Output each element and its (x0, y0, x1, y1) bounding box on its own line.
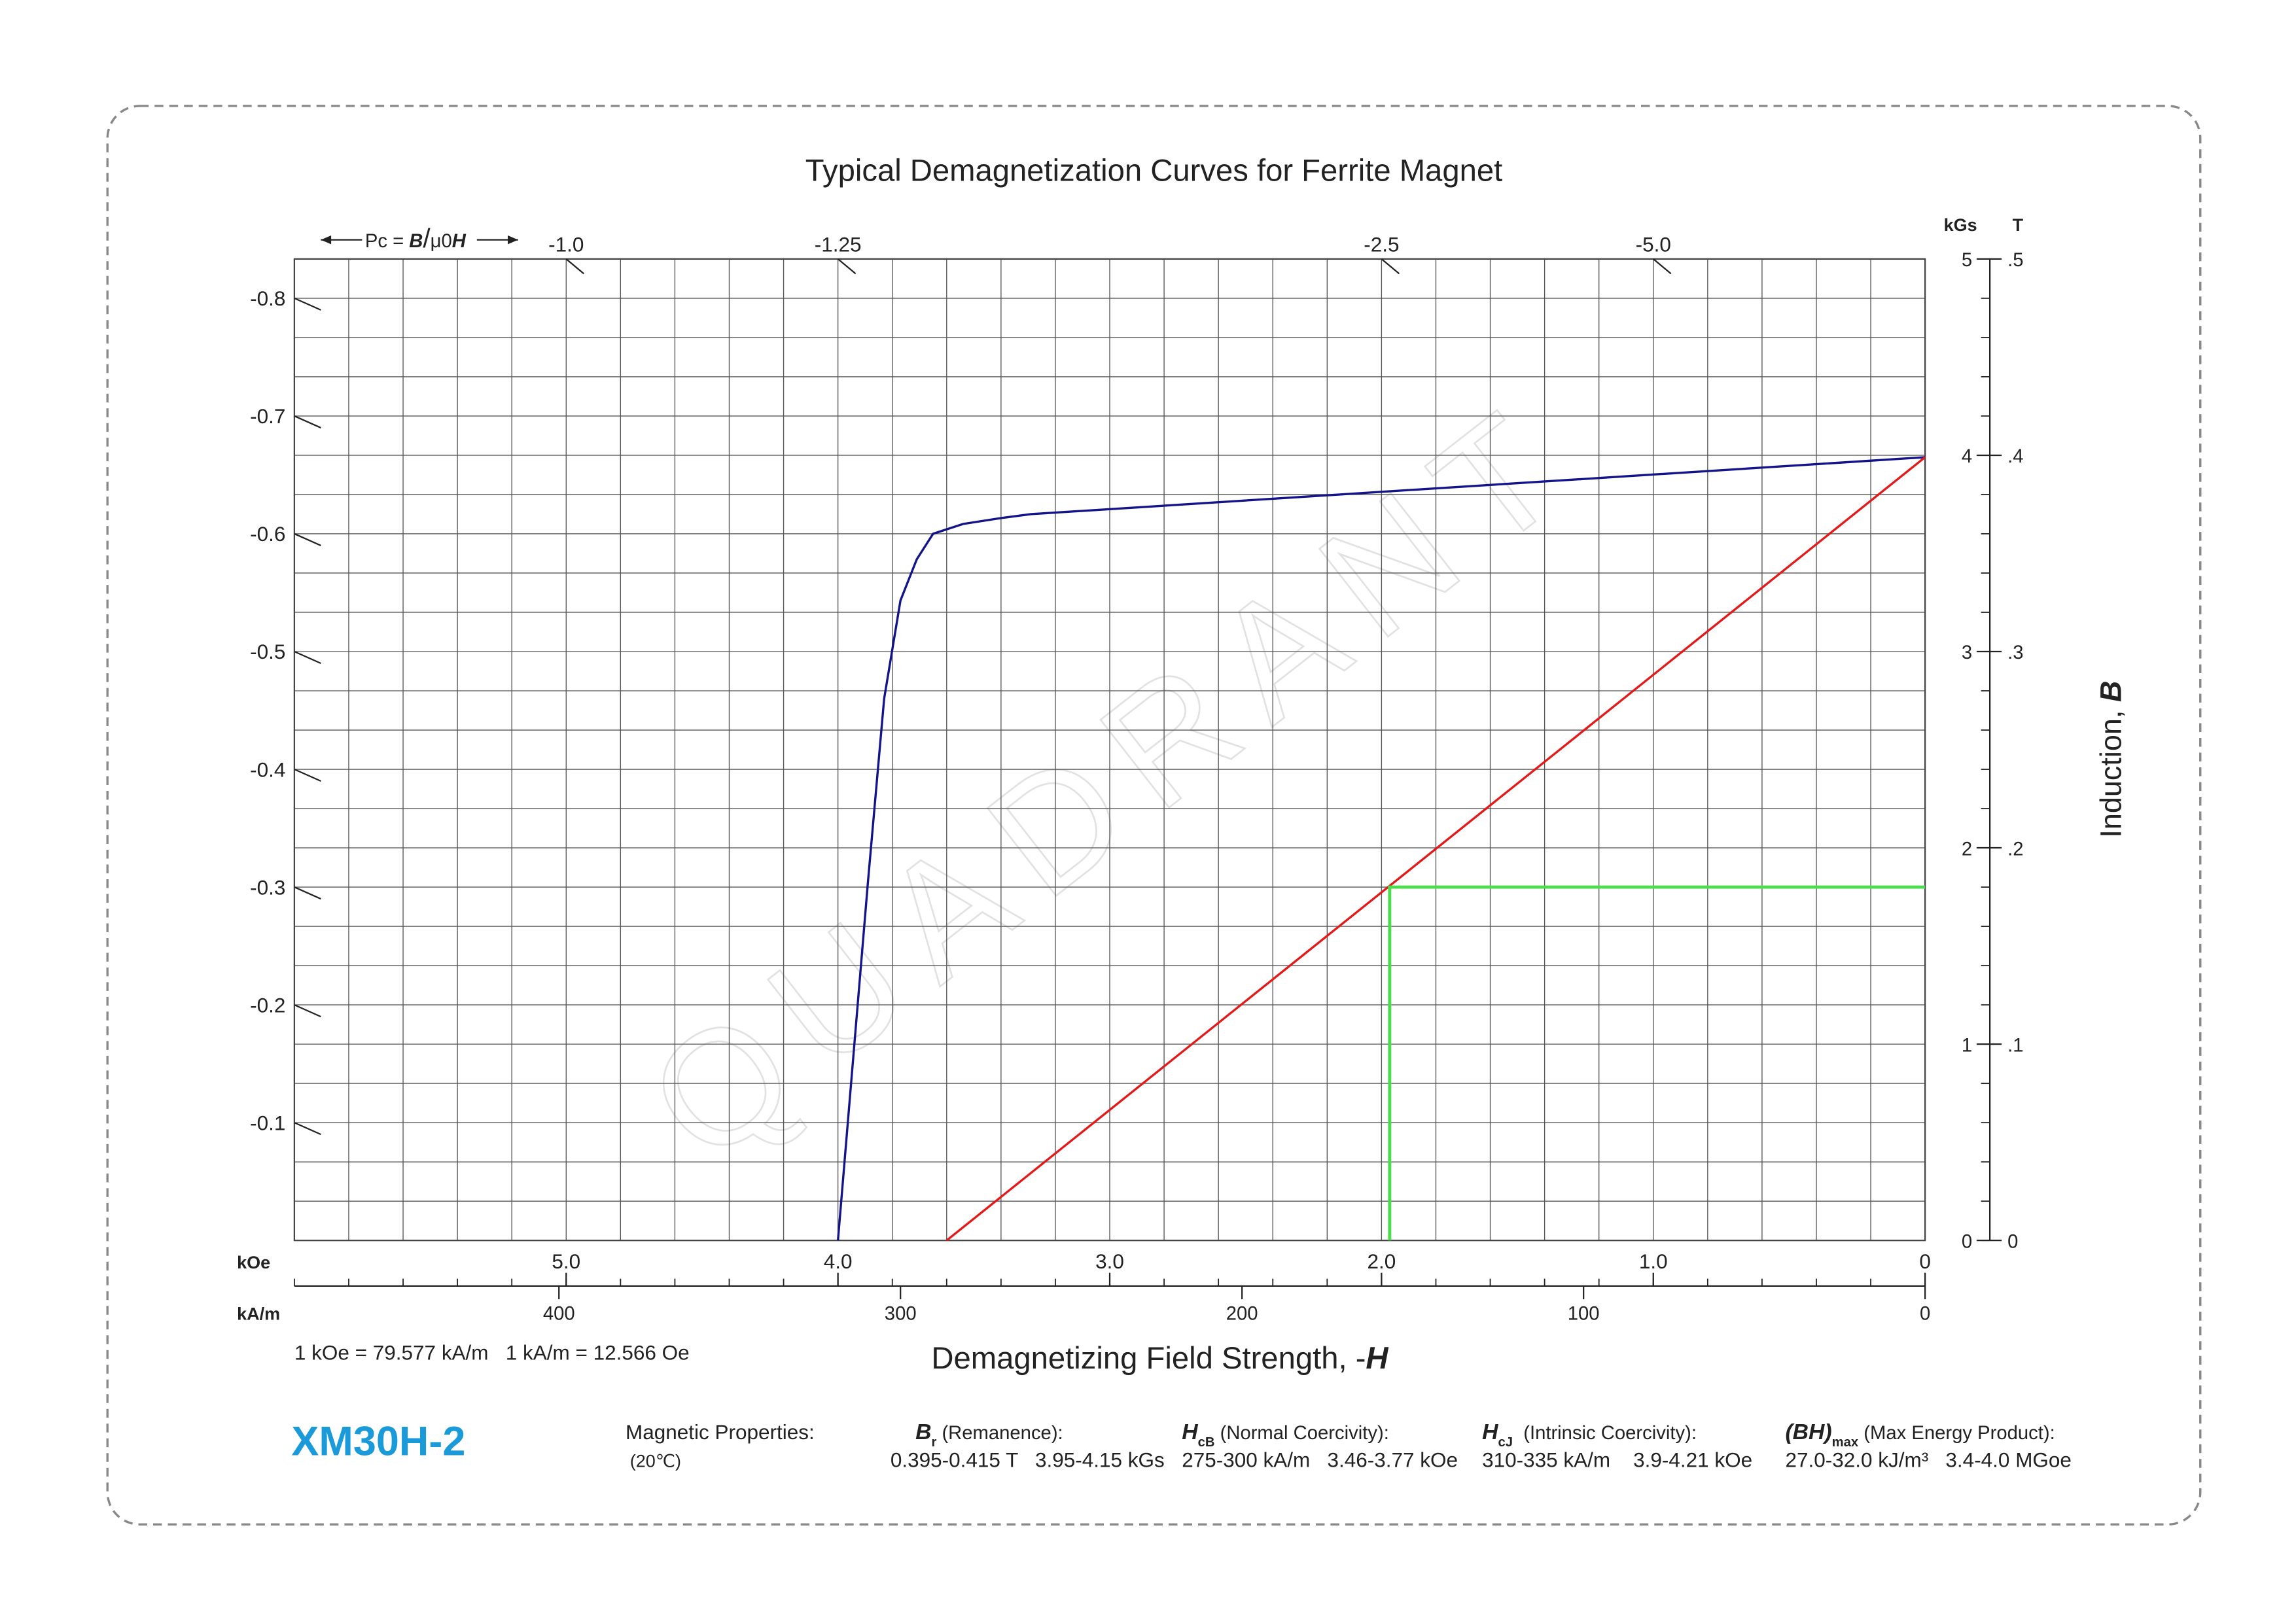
curve (836, 456, 1926, 1241)
y2-unit: T (2013, 215, 2024, 235)
x-tick-label: 2.0 (1368, 1249, 1396, 1273)
x-tick-label: 3.0 (1095, 1249, 1124, 1273)
property-symbol: (BH) (1785, 1420, 1831, 1444)
x-axis-label: Demagnetizing Field Strength, -H (931, 1341, 1388, 1376)
pc-tick-label: -1.25 (815, 233, 862, 256)
pc-tick-label: -0.3 (250, 875, 285, 899)
x2-tick-label: 0 (1920, 1304, 1930, 1325)
pc-text: H (452, 231, 467, 252)
x-tick-label: 1.0 (1639, 1249, 1668, 1273)
x-label-symbol: H (1366, 1341, 1388, 1376)
x-tick-label: 5.0 (552, 1249, 580, 1273)
pc-label-text: Pc = B/μ0H (365, 223, 467, 253)
pc-tick-label: -1.0 (548, 233, 584, 256)
y-unit: kGs (1944, 215, 1977, 235)
pc-tick (1653, 258, 1672, 275)
pc-tick-label: -0.2 (250, 993, 285, 1017)
properties-heading: Magnetic Properties: (626, 1420, 815, 1444)
property-value: 275-300 kA/m 3.46-3.77 kOe (1182, 1448, 1458, 1472)
pc-text: Pc = (365, 231, 409, 252)
pc-text: μ0 (431, 231, 452, 252)
x-unit: kOe (237, 1253, 270, 1272)
pc-text: / (423, 223, 431, 253)
y-tick-label: 2 (1962, 839, 1972, 860)
x2-tick-label: 100 (1568, 1304, 1600, 1325)
arrow-head (321, 235, 332, 245)
x2-unit: kA/m (237, 1304, 280, 1324)
y2-tick-label: .3 (2007, 642, 2023, 663)
y2-tick-label: 0 (2007, 1231, 2018, 1252)
property-desc: (Normal Coercivity): (1214, 1423, 1388, 1444)
pc-tick (294, 1122, 321, 1136)
property-symbol: H (1482, 1420, 1498, 1444)
pc-text: B (409, 231, 423, 252)
property-desc: (Intrinsic Coercivity): (1513, 1423, 1697, 1444)
pc-tick-label: -0.6 (250, 522, 285, 546)
y-tick-label: 5 (1962, 250, 1972, 271)
pc-tick (565, 258, 584, 275)
properties-condition: (20℃) (630, 1452, 681, 1471)
y-label-symbol: B (2094, 681, 2127, 702)
curve (1388, 885, 1926, 1241)
x2-tick-label: 400 (543, 1304, 575, 1325)
y-label-text: Induction, (2094, 702, 2127, 838)
pc-tick-label: -0.4 (250, 758, 285, 781)
y2-tick-label: .1 (2007, 1035, 2023, 1056)
x-tick-label: 4.0 (824, 1249, 853, 1273)
y-axis-label: Induction, B (2094, 681, 2127, 838)
pc-tick (837, 258, 857, 275)
pc-label: Pc = B/μ0H (321, 223, 518, 253)
watermark: QUADRANT (617, 364, 1611, 1196)
pc-tick (294, 769, 321, 782)
x-label-text: Demagnetizing Field Strength, - (931, 1341, 1366, 1376)
chart-title: Typical Demagnetization Curves for Ferri… (805, 154, 1502, 188)
property-sub: cJ (1498, 1435, 1513, 1450)
y2-tick-label: .5 (2007, 250, 2023, 271)
pc-tick-label: -2.5 (1364, 233, 1399, 256)
pc-tick-label: -0.5 (250, 640, 285, 663)
product-name: XM30H-2 (291, 1419, 465, 1465)
property-value: 0.395-0.415 T 3.95-4.15 kGs (891, 1448, 1165, 1472)
x2-tick-label: 200 (1226, 1304, 1258, 1325)
property-label: (BH)max (Max Energy Product): (1785, 1420, 2055, 1450)
card-border (106, 105, 2202, 1526)
pc-tick-label: -0.8 (250, 287, 285, 310)
pc-tick-label: -0.1 (250, 1111, 285, 1134)
y-tick-label: 4 (1962, 446, 1972, 467)
property-desc: (Remanence): (936, 1423, 1063, 1444)
property-sub: cB (1198, 1435, 1215, 1450)
pc-tick (294, 415, 321, 428)
properties: Br (Remanence):0.395-0.415 T 3.95-4.15 k… (891, 1420, 2072, 1472)
y-tick-label: 3 (1962, 642, 1972, 663)
conversion-note: 1 kOe = 79.577 kA/m 1 kA/m = 12.566 Oe (294, 1340, 690, 1364)
pc-tick-label: -0.7 (250, 404, 285, 428)
pc-tick (294, 297, 321, 311)
pc-tick (294, 886, 321, 900)
pc-tick (1381, 258, 1400, 275)
pc-tick (294, 650, 321, 665)
pc-tick (294, 532, 321, 546)
y-tick-label: 1 (1962, 1035, 1972, 1056)
property-label: HcJ (Intrinsic Coercivity): (1482, 1420, 1697, 1450)
property-sub: max (1832, 1435, 1859, 1450)
y2-tick-label: .4 (2007, 446, 2023, 467)
property-symbol: H (1182, 1420, 1198, 1444)
plot-frame (293, 258, 1926, 1242)
curve (945, 456, 1926, 1242)
property-sub: r (931, 1435, 936, 1450)
x-tick-label: 0 (1919, 1249, 1931, 1273)
property-value: 27.0-32.0 kJ/m³ 3.4-4.0 MGoe (1785, 1448, 2071, 1472)
pc-tick-label: -5.0 (1636, 233, 1671, 256)
arrow-head (508, 235, 518, 245)
property-value: 310-335 kA/m 3.9-4.21 kOe (1482, 1448, 1752, 1472)
pc-tick (294, 1004, 321, 1018)
property-label: Br (Remanence): (915, 1420, 1063, 1450)
y-tick-label: 0 (1962, 1231, 1972, 1252)
y2-tick-label: .2 (2007, 839, 2023, 860)
x2-tick-label: 300 (885, 1304, 917, 1325)
property-desc: (Max Energy Product): (1858, 1423, 2055, 1444)
property-label: HcB (Normal Coercivity): (1182, 1420, 1389, 1450)
property-symbol: B (915, 1420, 931, 1444)
